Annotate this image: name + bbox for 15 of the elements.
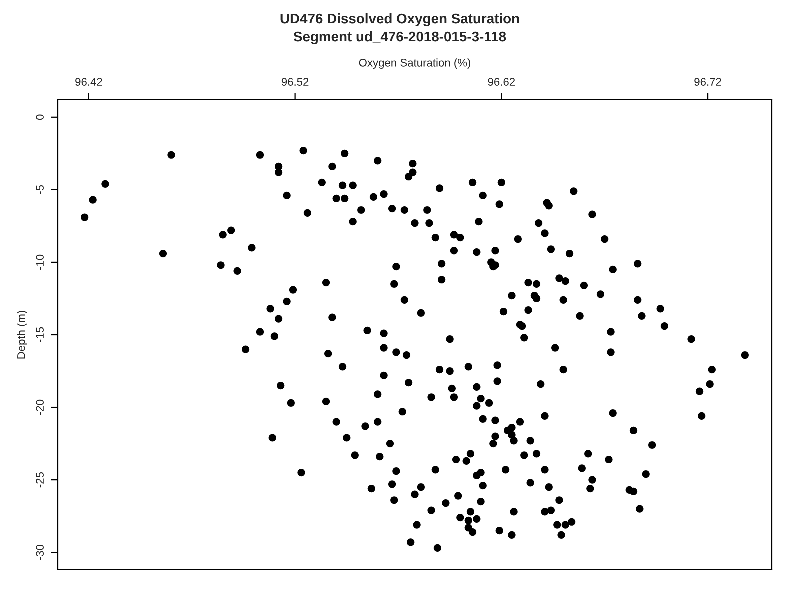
x-tick-label: 96.72 [694, 78, 722, 86]
x-tick-label: 96.42 [76, 78, 102, 86]
y-tick-label: -5 [36, 185, 44, 194]
x-tick-label: 96.62 [488, 78, 516, 86]
y-tick-label: -20 [36, 400, 44, 416]
chart-subtitle: Segment ud_476-2018-015-3-118 [294, 31, 506, 45]
y-axis-title: Depth (m) [17, 310, 28, 359]
y-tick-label: -30 [36, 544, 44, 560]
y-tick-label: -15 [36, 327, 44, 343]
x-tick-label: 96.52 [282, 78, 309, 86]
y-tick-label: -25 [36, 472, 44, 488]
y-tick-label: -10 [36, 254, 44, 270]
x-axis-title: Oxygen Saturation (%) [359, 58, 471, 70]
y-tick-label: 0 [36, 114, 44, 120]
chart-title: UD476 Dissolved Oxygen Saturation [280, 13, 520, 27]
